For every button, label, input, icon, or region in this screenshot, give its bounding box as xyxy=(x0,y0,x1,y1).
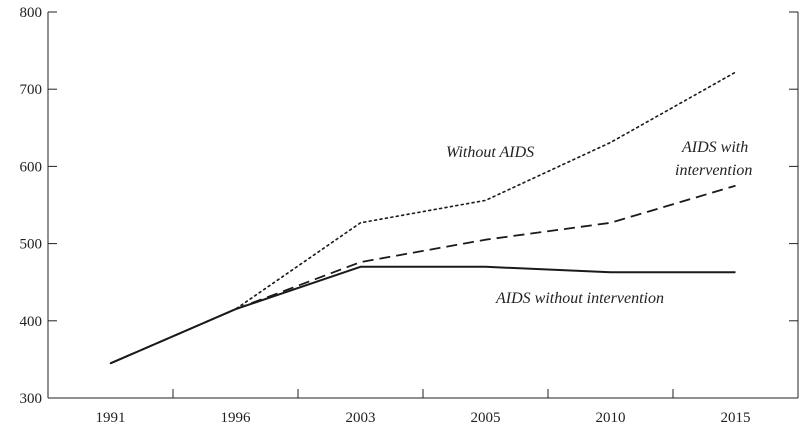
x-tick-label: 2010 xyxy=(596,410,626,426)
x-tick-label: 2005 xyxy=(471,410,501,426)
x-tick-label: 2003 xyxy=(346,410,376,426)
x-tick-label: 2015 xyxy=(721,410,751,426)
y-tick-label: 300 xyxy=(20,391,43,407)
series-line-aids-without-intervention xyxy=(110,265,736,365)
y-tick-label: 800 xyxy=(20,5,43,21)
annotation-aids-with-intervention-line1: AIDS with xyxy=(681,139,748,156)
x-tick-label: 1996 xyxy=(221,410,252,426)
y-tick-label: 400 xyxy=(20,314,43,330)
y-tick-label: 600 xyxy=(20,159,43,175)
axes xyxy=(47,12,799,399)
y-tick-label: 500 xyxy=(20,237,43,253)
tick-labels: 300 400 500 600 700 800 1991 1996 2003 2005 2010 20… xyxy=(20,5,751,426)
annotation-aids-without-intervention: AIDS without intervention xyxy=(495,290,664,307)
series-lines xyxy=(109,71,737,365)
annotation-aids-with-intervention-line2: intervention xyxy=(675,162,752,179)
series-line-aids-with-intervention xyxy=(110,184,736,365)
tick-marks xyxy=(48,11,798,399)
y-tick-label: 700 xyxy=(20,82,43,98)
series-line-without-aids xyxy=(109,71,737,365)
annotation-without-aids: Without AIDS xyxy=(446,144,534,161)
x-tick-label: 1991 xyxy=(96,410,126,426)
